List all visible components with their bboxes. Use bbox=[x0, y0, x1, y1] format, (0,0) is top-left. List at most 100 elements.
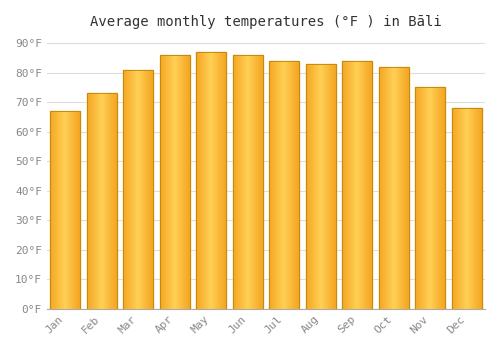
Bar bbox=[352, 61, 353, 309]
Bar bbox=[480, 108, 482, 309]
Bar bbox=[86, 93, 88, 309]
Bar bbox=[110, 93, 112, 309]
Bar bbox=[131, 70, 132, 309]
Bar bbox=[370, 61, 371, 309]
Bar bbox=[281, 61, 282, 309]
Bar bbox=[386, 67, 388, 309]
Bar bbox=[90, 93, 92, 309]
Bar bbox=[232, 55, 262, 309]
Bar bbox=[63, 111, 64, 309]
Bar bbox=[145, 70, 146, 309]
Bar bbox=[104, 93, 106, 309]
Bar bbox=[50, 111, 80, 309]
Bar bbox=[332, 64, 334, 309]
Bar bbox=[478, 108, 480, 309]
Bar bbox=[147, 70, 148, 309]
Bar bbox=[66, 111, 67, 309]
Bar bbox=[212, 52, 213, 309]
Bar bbox=[152, 70, 153, 309]
Bar bbox=[453, 108, 454, 309]
Bar bbox=[214, 52, 215, 309]
Bar bbox=[196, 52, 226, 309]
Bar bbox=[248, 55, 250, 309]
Bar bbox=[371, 61, 372, 309]
Bar bbox=[273, 61, 274, 309]
Bar bbox=[62, 111, 63, 309]
Bar bbox=[73, 111, 74, 309]
Bar bbox=[65, 111, 66, 309]
Bar bbox=[150, 70, 151, 309]
Bar bbox=[200, 52, 201, 309]
Bar bbox=[462, 108, 463, 309]
Bar bbox=[429, 88, 430, 309]
Bar bbox=[380, 67, 382, 309]
Bar bbox=[213, 52, 214, 309]
Bar bbox=[400, 67, 402, 309]
Bar bbox=[358, 61, 359, 309]
Bar bbox=[292, 61, 293, 309]
Bar bbox=[77, 111, 78, 309]
Bar bbox=[355, 61, 356, 309]
Bar bbox=[78, 111, 79, 309]
Bar bbox=[223, 52, 224, 309]
Bar bbox=[439, 88, 440, 309]
Bar bbox=[166, 55, 168, 309]
Bar bbox=[284, 61, 285, 309]
Bar bbox=[124, 70, 125, 309]
Bar bbox=[320, 64, 322, 309]
Bar bbox=[443, 88, 444, 309]
Bar bbox=[76, 111, 77, 309]
Bar bbox=[98, 93, 100, 309]
Bar bbox=[356, 61, 357, 309]
Bar bbox=[388, 67, 390, 309]
Bar bbox=[74, 111, 75, 309]
Bar bbox=[236, 55, 238, 309]
Bar bbox=[60, 111, 61, 309]
Bar bbox=[289, 61, 290, 309]
Bar bbox=[143, 70, 144, 309]
Bar bbox=[431, 88, 432, 309]
Bar bbox=[88, 93, 90, 309]
Bar bbox=[328, 64, 330, 309]
Bar bbox=[59, 111, 60, 309]
Bar bbox=[346, 61, 347, 309]
Bar bbox=[72, 111, 73, 309]
Bar bbox=[295, 61, 296, 309]
Bar bbox=[316, 64, 318, 309]
Bar bbox=[215, 52, 216, 309]
Bar bbox=[363, 61, 364, 309]
Bar bbox=[279, 61, 280, 309]
Bar bbox=[423, 88, 424, 309]
Bar bbox=[456, 108, 457, 309]
Bar bbox=[269, 61, 299, 309]
Bar bbox=[69, 111, 70, 309]
Bar bbox=[432, 88, 433, 309]
Bar bbox=[126, 70, 127, 309]
Bar bbox=[260, 55, 262, 309]
Bar bbox=[242, 55, 244, 309]
Bar bbox=[425, 88, 426, 309]
Bar bbox=[209, 52, 210, 309]
Bar bbox=[123, 70, 124, 309]
Bar bbox=[129, 70, 130, 309]
Bar bbox=[379, 67, 408, 309]
Bar bbox=[306, 64, 308, 309]
Bar bbox=[125, 70, 126, 309]
Bar bbox=[452, 108, 453, 309]
Bar bbox=[201, 52, 202, 309]
Bar bbox=[114, 93, 116, 309]
Bar bbox=[454, 108, 455, 309]
Bar bbox=[345, 61, 346, 309]
Bar bbox=[234, 55, 236, 309]
Bar bbox=[474, 108, 476, 309]
Bar bbox=[137, 70, 138, 309]
Bar bbox=[276, 61, 277, 309]
Bar bbox=[222, 52, 223, 309]
Bar bbox=[342, 61, 372, 309]
Bar bbox=[406, 67, 408, 309]
Bar bbox=[55, 111, 56, 309]
Bar bbox=[203, 52, 204, 309]
Bar bbox=[224, 52, 225, 309]
Bar bbox=[56, 111, 57, 309]
Bar bbox=[466, 108, 468, 309]
